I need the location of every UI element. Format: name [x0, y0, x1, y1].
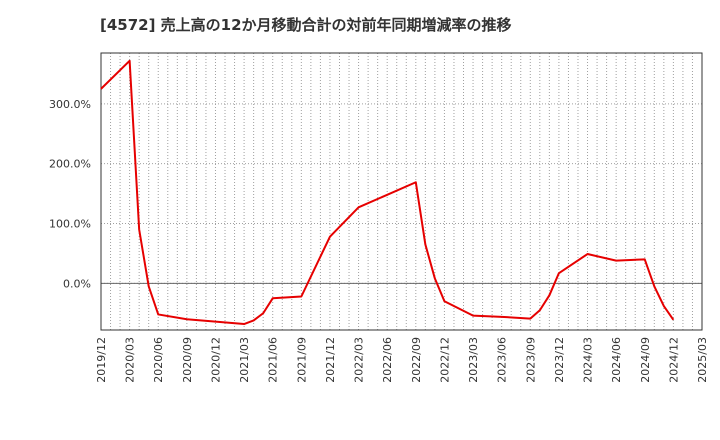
x-tick-label: 2022/03 [353, 337, 366, 383]
plot-frame [100, 52, 703, 331]
x-tick-label: 2019/12 [95, 337, 108, 383]
x-tick-label: 2021/03 [238, 337, 251, 383]
x-tick-label: 2021/06 [267, 337, 280, 383]
y-tick-label: 100.0% [49, 218, 91, 231]
series-line [100, 59, 675, 326]
x-tick-label: 2020/03 [124, 337, 137, 383]
axes [100, 52, 703, 331]
x-tick-label: 2024/06 [610, 337, 623, 383]
x-tick-label: 2021/12 [324, 337, 337, 383]
x-tick-label: 2022/06 [381, 337, 394, 383]
y-tick-label: 0.0% [63, 277, 91, 290]
x-tick-label: 2023/06 [496, 337, 509, 383]
x-tick-label: 2024/03 [582, 337, 595, 383]
x-tick-label: 2023/03 [467, 337, 480, 383]
x-tick-label: 2021/09 [295, 337, 308, 383]
x-tick-label: 2022/12 [438, 337, 451, 383]
chart-title: [4572] 売上高の12か月移動合計の対前年同期増減率の推移 [100, 16, 512, 34]
x-tick-label: 2020/09 [181, 337, 194, 383]
x-tick-label: 2024/09 [639, 337, 652, 383]
x-tick-label: 2025/03 [696, 337, 709, 383]
tick-labels: 0.0% 100.0% 200.0% 300.0% 2019/12 2020/03 2020… [49, 98, 709, 383]
x-tick-label: 2023/09 [524, 337, 537, 383]
x-tick-label: 2024/12 [667, 337, 680, 383]
x-tick-label: 2022/09 [410, 337, 423, 383]
grid [100, 53, 703, 330]
x-tick-label: 2020/12 [209, 337, 222, 383]
y-tick-label: 200.0% [49, 158, 91, 171]
x-tick-label: 2023/12 [553, 337, 566, 383]
x-tick-label: 2020/06 [152, 337, 165, 383]
series-layer [100, 59, 675, 326]
y-tick-label: 300.0% [49, 98, 91, 111]
